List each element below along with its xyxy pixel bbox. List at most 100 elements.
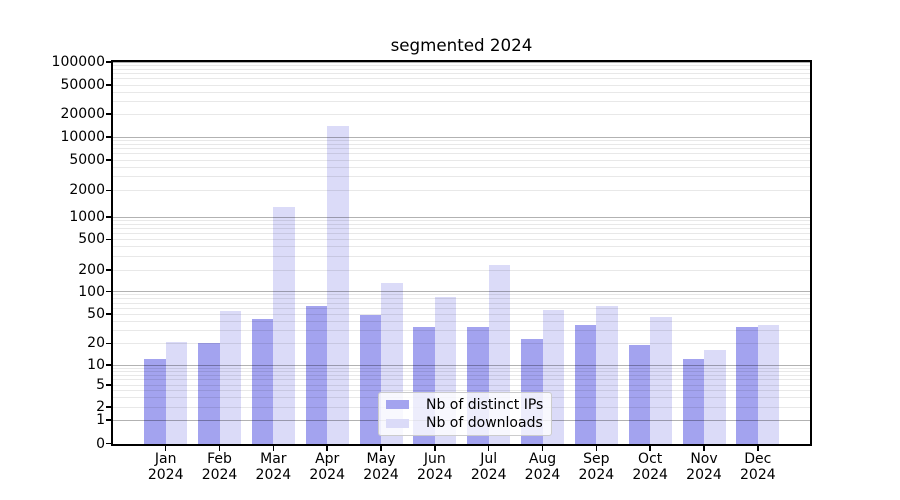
y-tick-label: 5000 bbox=[69, 152, 105, 168]
gridline bbox=[113, 64, 810, 66]
y-tick-label: 2000 bbox=[69, 182, 105, 199]
gridline bbox=[113, 374, 810, 376]
gridline bbox=[113, 238, 810, 240]
gridline bbox=[113, 189, 810, 191]
chart-legend: Nb of distinct IPs Nb of downloads bbox=[378, 392, 552, 436]
x-tick-mark bbox=[649, 446, 651, 451]
gridline bbox=[113, 329, 810, 331]
y-tick-mark bbox=[106, 84, 111, 86]
bar-distinct-ips-feb bbox=[198, 343, 220, 444]
y-tick-mark bbox=[106, 442, 111, 445]
y-tick-mark bbox=[106, 136, 111, 138]
x-tick-mark bbox=[541, 446, 544, 451]
x-tick-mark bbox=[434, 446, 436, 451]
x-tick-label: Apr 2024 bbox=[309, 451, 345, 483]
bar-downloads-dec bbox=[757, 324, 780, 444]
y-tick-mark bbox=[106, 238, 111, 240]
y-tick-mark bbox=[106, 189, 111, 191]
x-tick-mark bbox=[218, 446, 221, 451]
gridline bbox=[113, 176, 810, 178]
legend-swatch-downloads bbox=[386, 418, 409, 428]
y-tick-mark bbox=[106, 269, 111, 271]
gridline bbox=[113, 227, 810, 229]
gridline bbox=[113, 294, 810, 296]
y-tick-label: 2 bbox=[96, 399, 105, 415]
gridline bbox=[113, 384, 810, 386]
x-tick-mark bbox=[595, 446, 598, 451]
y-tick-label: 10 bbox=[87, 357, 105, 373]
gridline bbox=[113, 136, 810, 138]
legend-label-downloads: Nb of downloads bbox=[426, 415, 543, 432]
gridline bbox=[113, 364, 810, 366]
bar-distinct-ips-oct bbox=[628, 344, 651, 444]
bar-downloads-mar bbox=[273, 206, 295, 444]
legend-label-distinct-ips: Nb of distinct IPs bbox=[426, 396, 544, 413]
gridline bbox=[113, 139, 810, 141]
legend-swatch-distinct-ips bbox=[386, 400, 409, 410]
gridline bbox=[113, 379, 810, 381]
y-tick-mark bbox=[106, 406, 111, 408]
x-tick-mark bbox=[487, 446, 490, 451]
x-tick-label: Mar 2024 bbox=[255, 451, 292, 483]
x-tick-label: Dec 2024 bbox=[740, 451, 776, 483]
gridline bbox=[113, 153, 810, 155]
gridline bbox=[113, 216, 810, 218]
x-tick-label: Oct 2024 bbox=[632, 451, 668, 483]
gridline bbox=[113, 255, 810, 257]
y-tick-mark bbox=[106, 61, 111, 63]
x-tick-label: Jul 2024 bbox=[470, 451, 507, 483]
gridline bbox=[113, 291, 810, 292]
bar-downloads-oct bbox=[650, 317, 672, 444]
bar-distinct-ips-sep bbox=[574, 325, 597, 444]
gridline bbox=[113, 61, 810, 63]
y-tick-label: 5 bbox=[96, 377, 105, 393]
y-tick-label: 20000 bbox=[60, 106, 105, 122]
y-tick-mark bbox=[106, 113, 111, 115]
x-tick-label: Feb 2024 bbox=[201, 451, 238, 483]
bar-distinct-ips-mar bbox=[251, 318, 274, 444]
y-tick-label: 20 bbox=[87, 335, 105, 352]
y-tick-label: 1 bbox=[96, 412, 105, 428]
gridline bbox=[113, 320, 810, 322]
gridline bbox=[113, 367, 810, 369]
bar-distinct-ips-nov bbox=[682, 359, 704, 444]
bar-downloads-sep bbox=[596, 305, 618, 444]
bar-distinct-ips-dec bbox=[736, 327, 758, 444]
gridline bbox=[113, 223, 810, 225]
y-tick-label: 0 bbox=[96, 435, 105, 452]
gridline bbox=[113, 219, 810, 221]
bar-downloads-apr bbox=[327, 125, 349, 444]
gridline bbox=[113, 68, 810, 70]
gridline bbox=[113, 148, 810, 150]
y-tick-label: 100 bbox=[78, 283, 105, 300]
x-tick-label: Aug 2024 bbox=[524, 451, 561, 483]
bar-downloads-jan bbox=[165, 341, 188, 444]
y-tick-label: 100000 bbox=[51, 54, 105, 70]
gridline bbox=[113, 84, 810, 86]
bar-downloads-feb bbox=[219, 310, 242, 444]
gridline bbox=[113, 78, 810, 80]
gridline bbox=[113, 307, 810, 309]
x-tick-mark bbox=[757, 446, 759, 451]
bar-distinct-ips-may bbox=[359, 314, 382, 444]
gridline bbox=[113, 159, 810, 161]
x-tick-mark bbox=[165, 446, 167, 451]
x-tick-label: Nov 2024 bbox=[686, 451, 722, 483]
y-tick-label: 50 bbox=[87, 306, 105, 322]
bar-distinct-ips-jan bbox=[144, 359, 166, 444]
y-tick-label: 200 bbox=[78, 262, 105, 278]
y-tick-mark bbox=[106, 342, 111, 344]
x-tick-label: Jan 2024 bbox=[147, 451, 184, 483]
x-tick-label: May 2024 bbox=[363, 451, 399, 483]
x-tick-mark bbox=[703, 446, 705, 451]
chart-title: segmented 2024 bbox=[390, 35, 533, 55]
gridline bbox=[113, 389, 810, 391]
bar-distinct-ips-apr bbox=[305, 306, 328, 444]
gridline bbox=[113, 298, 810, 300]
y-tick-mark bbox=[106, 364, 111, 366]
gridline bbox=[113, 113, 810, 115]
gridline bbox=[113, 73, 810, 75]
legend-item-distinct-ips: Nb of distinct IPs bbox=[379, 396, 551, 413]
y-tick-label: 500 bbox=[78, 231, 105, 248]
